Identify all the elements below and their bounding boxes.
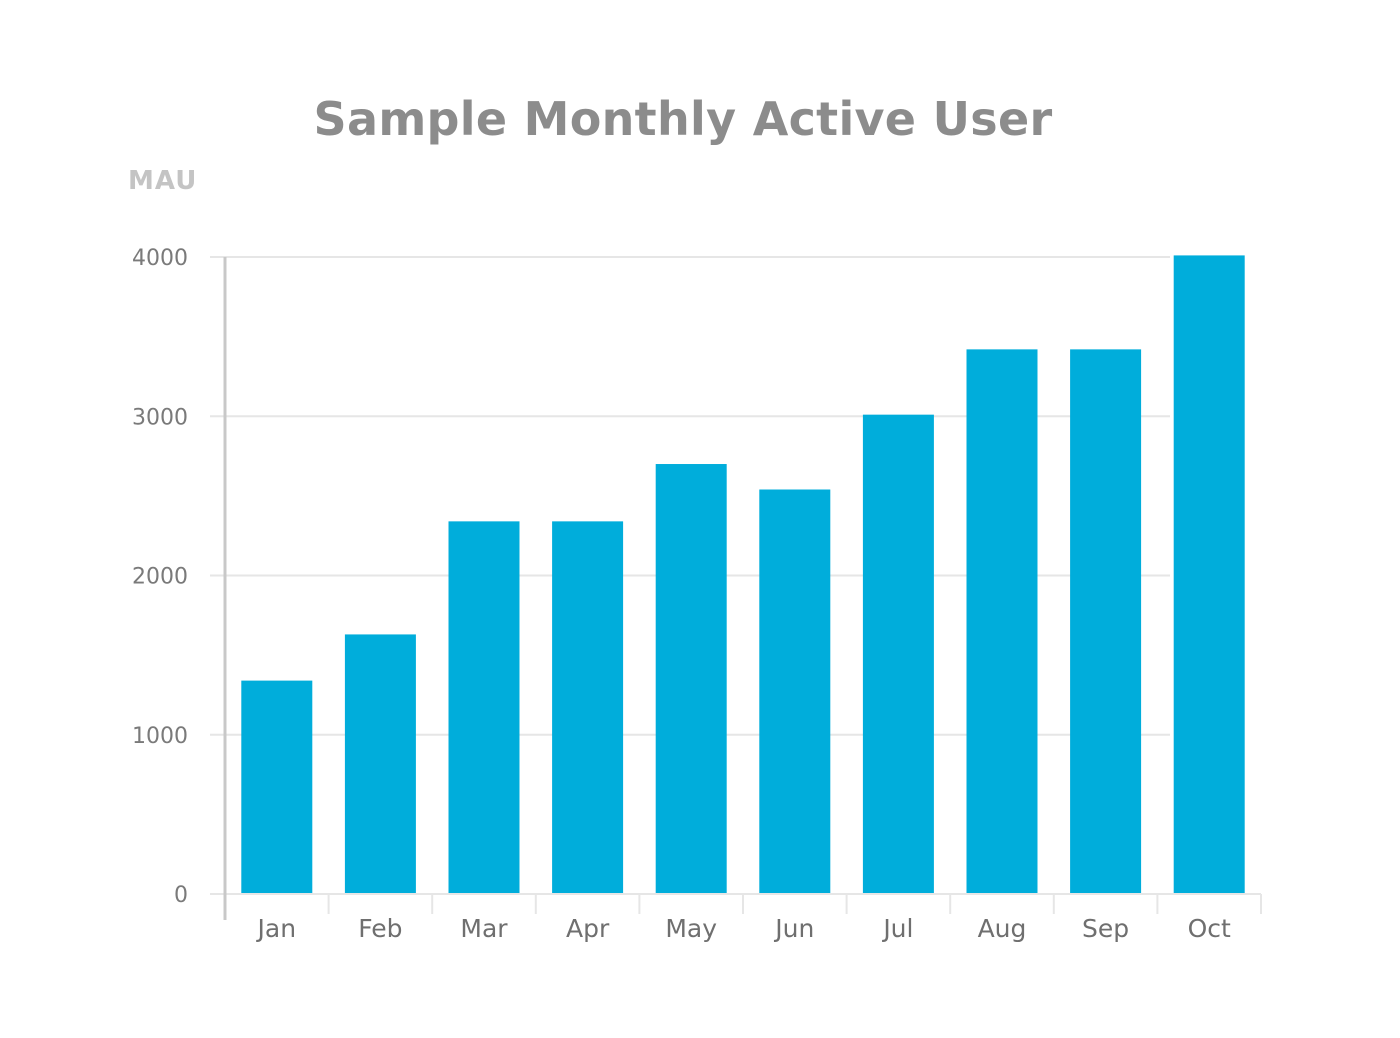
x-tick-label: Mar	[460, 914, 508, 943]
bar-jan	[241, 680, 313, 894]
bar-aug	[966, 349, 1038, 894]
bar-jun	[759, 489, 831, 894]
x-tick-label: Jul	[881, 914, 913, 943]
y-tick-label: 1000	[132, 724, 188, 749]
y-tick-label: 3000	[132, 405, 188, 430]
x-tick-label: Jan	[256, 914, 297, 943]
bar-jul	[862, 414, 934, 894]
bar-may	[655, 464, 727, 894]
x-tick-label: Sep	[1082, 914, 1129, 943]
x-tick-label: May	[665, 914, 717, 943]
x-tick-label: Apr	[566, 914, 610, 943]
bar-mar	[448, 521, 520, 894]
x-tick-label: Feb	[358, 914, 402, 943]
y-tick-label: 0	[174, 883, 188, 908]
x-tick-labels: Jan Feb Mar Apr May Jun Jul Aug Sep Oct	[256, 914, 1231, 943]
x-tick-label: Oct	[1188, 914, 1231, 943]
x-tick-label: Aug	[978, 914, 1027, 943]
chart-title: Sample Monthly Active User	[313, 92, 1053, 146]
y-tick-label: 2000	[132, 565, 188, 590]
bar-apr	[552, 521, 624, 894]
bar-sep	[1070, 349, 1142, 894]
bars	[241, 255, 1245, 895]
bar-oct	[1173, 255, 1245, 895]
bar-feb	[344, 634, 416, 894]
axes	[210, 257, 1262, 920]
y-tick-label: 4000	[132, 246, 188, 271]
y-axis-label: MAU	[128, 166, 198, 196]
y-tick-labels: 0 1000 2000 3000 4000	[132, 246, 188, 908]
x-tick-label: Jun	[773, 914, 814, 943]
